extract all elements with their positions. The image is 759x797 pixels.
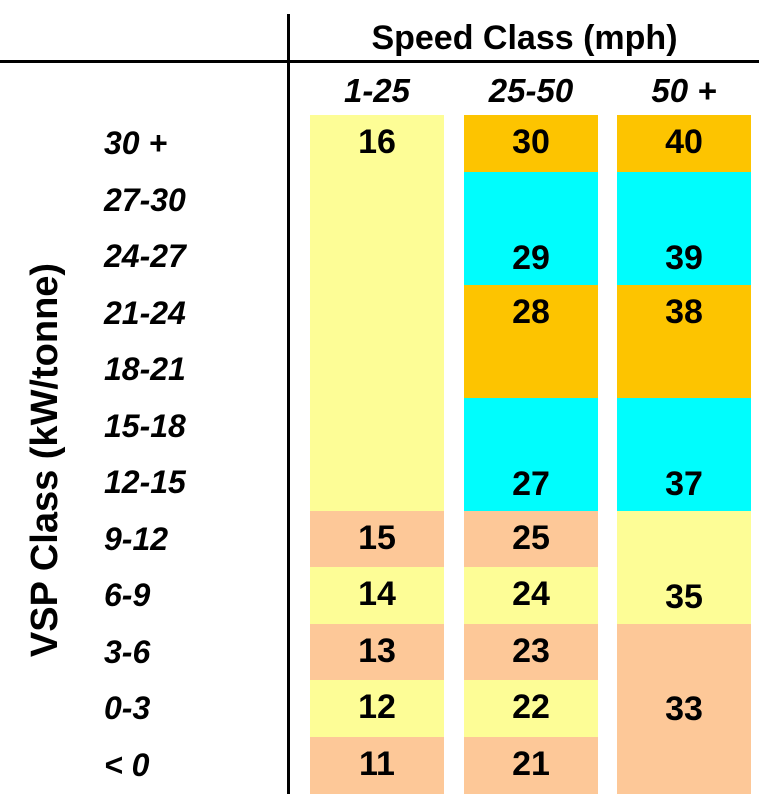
- vsp-class-label: 24-27: [104, 238, 186, 274]
- speed-class-header: 25-50: [488, 72, 574, 109]
- bin-number: 28: [512, 292, 550, 331]
- bin-number: 33: [665, 689, 703, 728]
- row-axis-label-text: VSP Class (kW/tonne): [24, 262, 66, 658]
- bin-number: 25: [512, 518, 550, 557]
- bin-cell: 40: [617, 115, 751, 173]
- bin-cell: 24: [464, 567, 598, 625]
- bin-cell: 12: [310, 680, 444, 738]
- bin-number: 23: [512, 631, 550, 670]
- vsp-class-label: 27-30: [104, 181, 186, 218]
- vsp-class-label: 30 +: [104, 125, 168, 161]
- bin-number: 38: [665, 292, 703, 331]
- bin-cell: 15: [310, 510, 444, 568]
- row-header-divider: [287, 14, 290, 794]
- vsp-class-label: 6-9: [104, 577, 151, 613]
- vsp-class-label: 12-15: [104, 464, 186, 500]
- vsp-class-label: 15-18: [104, 407, 186, 444]
- bin-number: 35: [665, 578, 703, 617]
- bin-number: 14: [358, 575, 396, 613]
- bin-cell: 13: [310, 623, 444, 681]
- bin-cell: 21: [464, 736, 598, 794]
- bin-cell: 25: [464, 510, 598, 568]
- bin-cell: 28: [464, 284, 598, 399]
- bin-number: 13: [358, 631, 396, 670]
- vsp-class-label: 9-12: [104, 520, 169, 557]
- bin-number: 11: [359, 744, 395, 783]
- vsp-class-label: 18-21: [104, 351, 186, 387]
- speed-class-header: 1-25: [343, 72, 411, 109]
- vsp-class-label: 0-3: [104, 690, 151, 726]
- bin-cell: 23: [464, 623, 598, 681]
- bin-cell: 30: [464, 115, 598, 173]
- bin-cell: 38: [617, 284, 751, 399]
- bin-cell: 11: [310, 736, 444, 794]
- bin-number: 39: [665, 239, 703, 278]
- vsp-class-label: < 0: [104, 746, 150, 783]
- bin-number: 29: [512, 239, 550, 278]
- bin-number: 12: [358, 688, 396, 726]
- speed-class-header: 50 +: [651, 72, 717, 109]
- bin-cell: 16: [310, 115, 444, 512]
- bin-number: 21: [512, 744, 550, 783]
- bin-cell: 27: [464, 397, 598, 512]
- bin-cell: 35: [617, 510, 751, 625]
- bin-number: 24: [512, 575, 550, 613]
- bin-number: 15: [358, 518, 396, 557]
- bin-cell: 29: [464, 171, 598, 286]
- bin-cell: 22: [464, 680, 598, 738]
- bin-number: 30: [512, 123, 550, 161]
- bin-number: 37: [665, 465, 703, 504]
- bin-cell: 14: [310, 567, 444, 625]
- bin-cell: 37: [617, 397, 751, 512]
- bin-number: 16: [358, 123, 396, 161]
- bin-cell: 33: [617, 623, 751, 794]
- bin-number: 22: [512, 688, 550, 726]
- column-header-divider: [0, 60, 759, 63]
- bin-number: 40: [665, 123, 703, 161]
- bin-cell: 39: [617, 171, 751, 286]
- vsp-class-label: 21-24: [104, 294, 186, 331]
- vsp-class-label: 3-6: [104, 633, 151, 670]
- bin-number: 27: [512, 465, 550, 504]
- column-axis-label: Speed Class (mph): [371, 19, 678, 57]
